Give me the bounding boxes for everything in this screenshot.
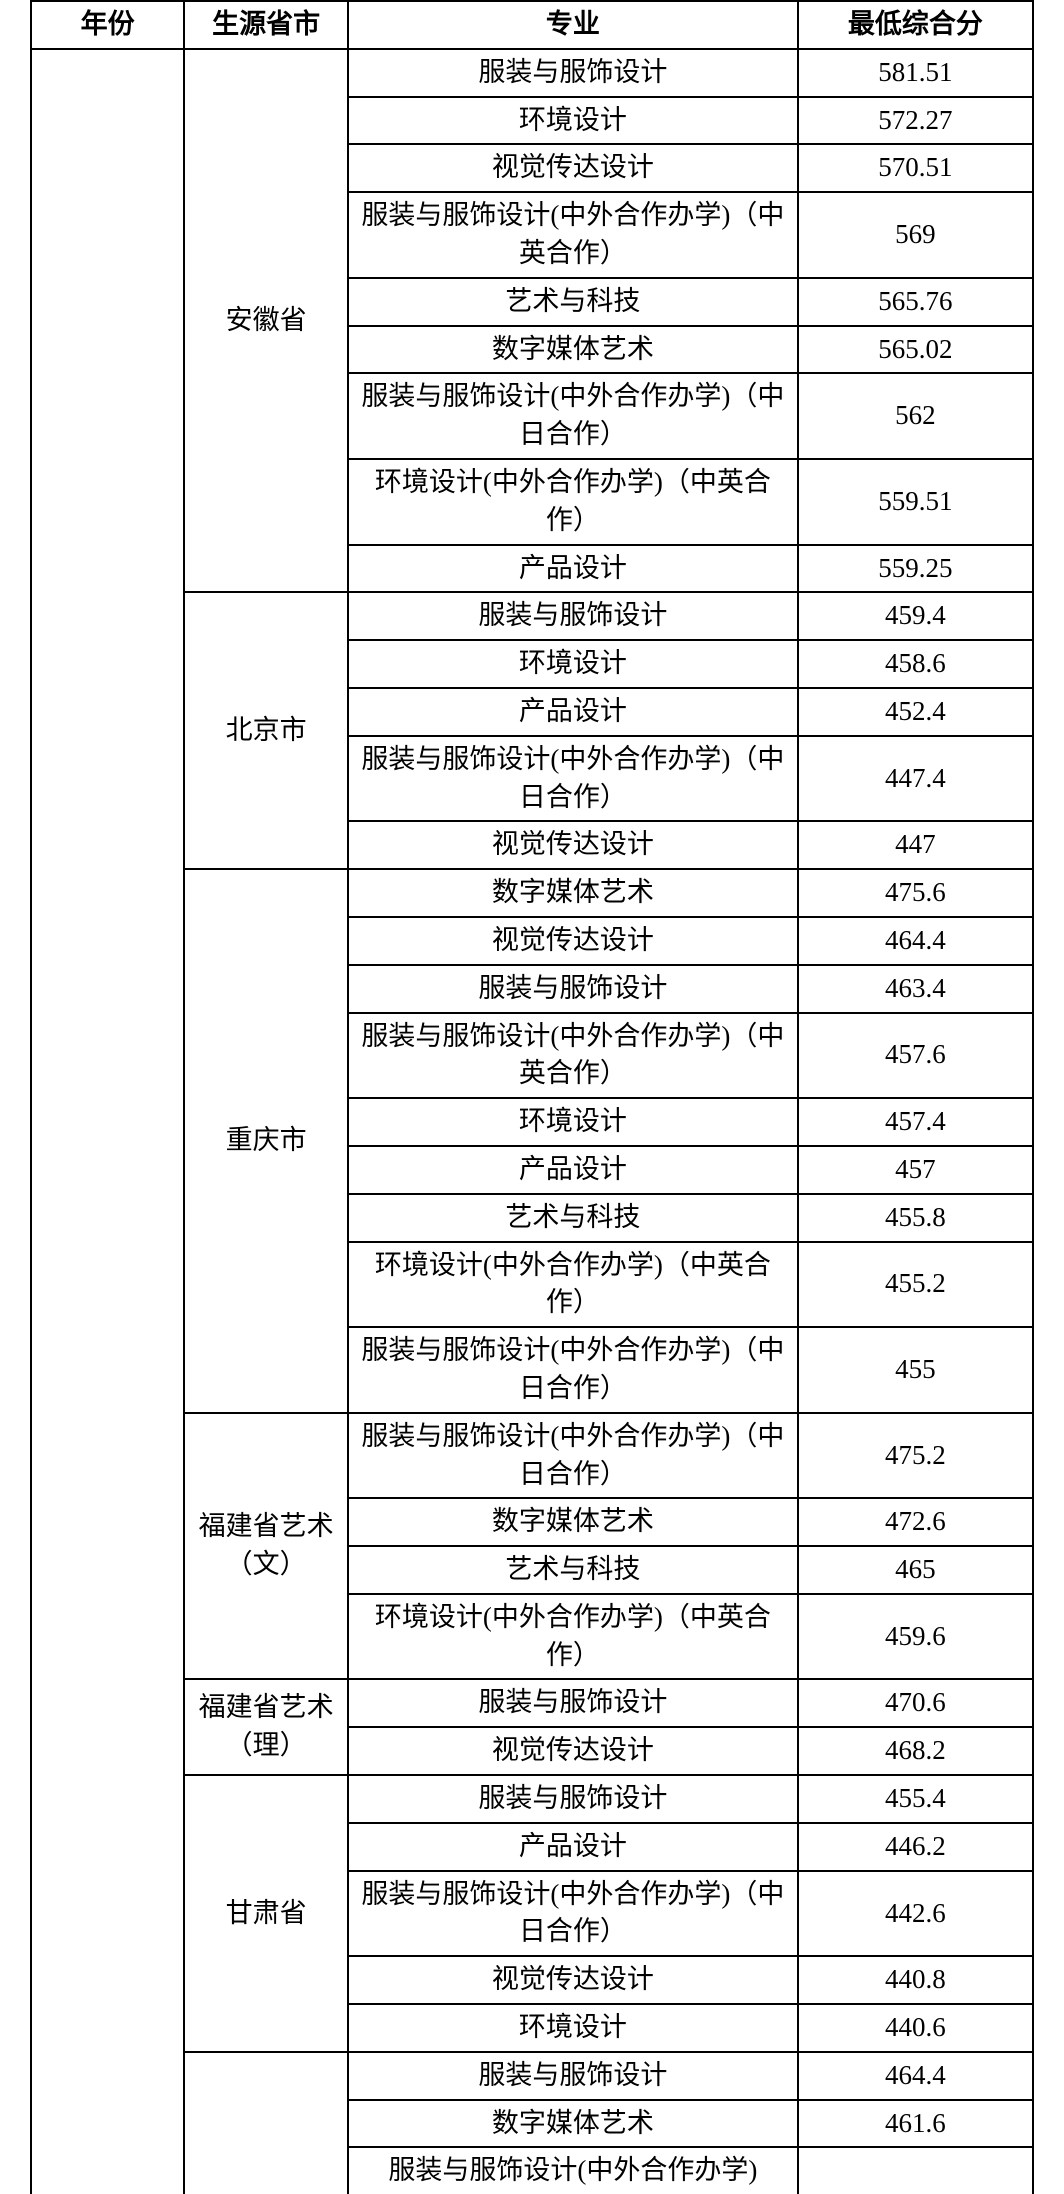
cell-major: 环境设计(中外合作办学)（中英合作） [348,1242,798,1328]
cell-major: 产品设计 [348,1146,798,1194]
cell-score: 447 [798,821,1033,869]
cell-major: 服装与服饰设计 [348,1679,798,1727]
cell-major: 产品设计 [348,1823,798,1871]
cell-score: 468.2 [798,1727,1033,1775]
cell-score [798,2147,1033,2194]
cell-major: 服装与服饰设计 [348,1775,798,1823]
cell-major: 服装与服饰设计(中外合作办学)（中日合作） [348,736,798,822]
cell-major: 服装与服饰设计 [348,965,798,1013]
cell-major: 环境设计(中外合作办学)（中英合作） [348,1594,798,1680]
cell-major: 艺术与科技 [348,1546,798,1594]
cell-major: 服装与服饰设计 [348,49,798,97]
cell-score: 447.4 [798,736,1033,822]
cell-major: 环境设计 [348,640,798,688]
cell-major: 环境设计 [348,2004,798,2052]
cell-province: 甘肃省 [184,1775,348,2052]
cell-major: 数字媒体艺术 [348,1498,798,1546]
cell-score: 470.6 [798,1679,1033,1727]
cell-major: 服装与服饰设计(中外合作办学)（中日合作） [348,1413,798,1499]
cell-score: 570.51 [798,144,1033,192]
cell-major: 视觉传达设计 [348,1727,798,1775]
cell-province: 重庆市 [184,869,348,1413]
cell-score: 559.25 [798,545,1033,593]
cell-score: 464.4 [798,2052,1033,2100]
cell-year [31,49,184,2194]
cell-score: 455.4 [798,1775,1033,1823]
cell-score: 464.4 [798,917,1033,965]
cell-major: 环境设计 [348,97,798,145]
col-header-year: 年份 [31,1,184,49]
cell-major: 服装与服饰设计(中外合作办学)（中日合作） [348,373,798,459]
cell-score: 465 [798,1546,1033,1594]
cell-major: 服装与服饰设计(中外合作办学)（中日合作） [348,1327,798,1413]
cell-score: 562 [798,373,1033,459]
cell-score: 458.6 [798,640,1033,688]
cell-province [184,2052,348,2194]
cell-score: 442.6 [798,1871,1033,1957]
cell-major: 艺术与科技 [348,278,798,326]
cell-score: 463.4 [798,965,1033,1013]
cell-score: 440.8 [798,1956,1033,2004]
cell-score: 440.6 [798,2004,1033,2052]
cell-score: 455.2 [798,1242,1033,1328]
cell-score: 475.6 [798,869,1033,917]
cell-score: 565.76 [798,278,1033,326]
cell-score: 472.6 [798,1498,1033,1546]
cell-score: 475.2 [798,1413,1033,1499]
cell-major: 服装与服饰设计 [348,2052,798,2100]
cell-province: 安徽省 [184,49,348,593]
col-header-province: 生源省市 [184,1,348,49]
cell-score: 559.51 [798,459,1033,545]
cell-score: 569 [798,192,1033,278]
col-header-major: 专业 [348,1,798,49]
cell-major: 视觉传达设计 [348,1956,798,2004]
cell-score: 452.4 [798,688,1033,736]
cell-score: 457 [798,1146,1033,1194]
cell-major: 服装与服饰设计 [348,592,798,640]
cell-major: 视觉传达设计 [348,144,798,192]
table-header-row: 年份 生源省市 专业 最低综合分 [31,1,1033,49]
cell-major: 数字媒体艺术 [348,869,798,917]
cell-score: 459.4 [798,592,1033,640]
cell-score: 446.2 [798,1823,1033,1871]
admission-score-table: 年份 生源省市 专业 最低综合分 安徽省服装与服饰设计581.51环境设计572… [30,0,1034,2194]
cell-major: 产品设计 [348,688,798,736]
cell-major: 数字媒体艺术 [348,326,798,374]
cell-major: 视觉传达设计 [348,821,798,869]
cell-major: 数字媒体艺术 [348,2100,798,2148]
cell-score: 572.27 [798,97,1033,145]
cell-score: 455.8 [798,1194,1033,1242]
cell-major: 服装与服饰设计(中外合作办学)（中英合作） [348,1013,798,1099]
cell-score: 457.6 [798,1013,1033,1099]
cell-score: 461.6 [798,2100,1033,2148]
col-header-score: 最低综合分 [798,1,1033,49]
cell-score: 565.02 [798,326,1033,374]
cell-score: 459.6 [798,1594,1033,1680]
cell-major: 服装与服饰设计(中外合作办学)（中英合作） [348,192,798,278]
cell-score: 455 [798,1327,1033,1413]
cell-major: 视觉传达设计 [348,917,798,965]
cell-province: 福建省艺术（文） [184,1413,348,1680]
cell-major: 服装与服饰设计(中外合作办学) [348,2147,798,2194]
cell-major: 环境设计(中外合作办学)（中英合作） [348,459,798,545]
cell-province: 北京市 [184,592,348,869]
cell-major: 服装与服饰设计(中外合作办学)（中日合作） [348,1871,798,1957]
cell-score: 581.51 [798,49,1033,97]
cell-major: 艺术与科技 [348,1194,798,1242]
cell-score: 457.4 [798,1098,1033,1146]
table-row: 安徽省服装与服饰设计581.51 [31,49,1033,97]
cell-major: 产品设计 [348,545,798,593]
table-body: 安徽省服装与服饰设计581.51环境设计572.27视觉传达设计570.51服装… [31,49,1033,2194]
cell-province: 福建省艺术（理） [184,1679,348,1775]
cell-major: 环境设计 [348,1098,798,1146]
